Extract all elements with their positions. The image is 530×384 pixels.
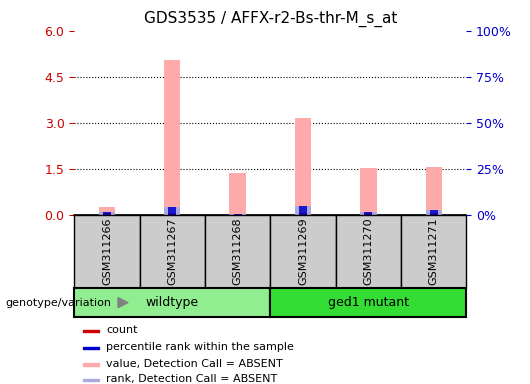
Text: GSM311266: GSM311266: [102, 218, 112, 285]
Bar: [74, 215, 139, 288]
Title: GDS3535 / AFFX-r2-Bs-thr-M_s_at: GDS3535 / AFFX-r2-Bs-thr-M_s_at: [144, 10, 397, 26]
Bar: [99, 212, 115, 215]
Text: value, Detection Call = ABSENT: value, Detection Call = ABSENT: [106, 359, 283, 369]
Bar: [430, 210, 438, 215]
Text: GSM311270: GSM311270: [364, 218, 373, 285]
Text: wildtype: wildtype: [146, 296, 199, 309]
Text: GSM311269: GSM311269: [298, 218, 308, 285]
Bar: [168, 213, 176, 215]
Bar: [168, 207, 176, 215]
Bar: [83, 330, 99, 333]
Polygon shape: [118, 298, 128, 308]
Bar: [74, 288, 270, 317]
Text: count: count: [106, 326, 138, 336]
Bar: [430, 213, 438, 215]
Bar: [103, 212, 111, 215]
Bar: [229, 214, 246, 215]
Text: GSM311268: GSM311268: [233, 218, 243, 285]
Bar: [103, 213, 111, 215]
Bar: [426, 167, 442, 215]
Bar: [99, 207, 115, 215]
Bar: [164, 207, 180, 215]
Bar: [299, 213, 307, 215]
Bar: [229, 173, 246, 215]
Text: ged1 mutant: ged1 mutant: [328, 296, 409, 309]
Bar: [426, 210, 442, 215]
Bar: [364, 212, 373, 215]
Bar: [295, 118, 311, 215]
Bar: [295, 207, 311, 215]
Text: percentile rank within the sample: percentile rank within the sample: [106, 343, 294, 353]
Bar: [299, 207, 307, 215]
Bar: [139, 215, 205, 288]
Bar: [234, 214, 242, 215]
Bar: [205, 215, 270, 288]
Bar: [360, 168, 376, 215]
Text: genotype/variation: genotype/variation: [5, 298, 111, 308]
Bar: [364, 213, 373, 215]
Bar: [360, 212, 376, 215]
Bar: [83, 347, 99, 349]
Bar: [83, 363, 99, 366]
Bar: [164, 60, 180, 215]
Text: GSM311271: GSM311271: [429, 218, 439, 285]
Text: rank, Detection Call = ABSENT: rank, Detection Call = ABSENT: [106, 374, 277, 384]
Bar: [401, 215, 466, 288]
Bar: [335, 215, 401, 288]
Text: GSM311267: GSM311267: [167, 218, 177, 285]
Bar: [83, 379, 99, 381]
Bar: [234, 214, 242, 215]
Bar: [270, 215, 335, 288]
Bar: [270, 288, 466, 317]
